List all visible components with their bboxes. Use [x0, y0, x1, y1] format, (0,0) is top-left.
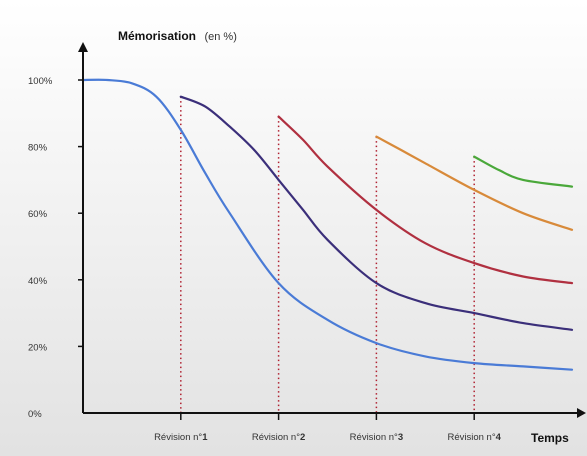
- revision-label-number: 2: [300, 432, 305, 443]
- memory-curve-3: [277, 115, 574, 285]
- revision-ticks: Révision n°1 Révision n°2 Révision n°3 Révi…: [154, 413, 502, 443]
- y-axis-unit: (en %): [204, 31, 236, 43]
- memory-curve-4: [375, 135, 574, 231]
- revision-label-prefix: Révision n°: [154, 432, 202, 443]
- curves-group: [81, 78, 574, 371]
- y-ticks: 0% 20% 40% 60% 80% 100%: [28, 76, 83, 420]
- memory-curve-5: [473, 155, 574, 188]
- y-tick-label: 40%: [28, 276, 48, 287]
- y-tick-label: 20%: [28, 342, 48, 353]
- revision-label-number: 1: [202, 432, 208, 443]
- y-tick-label: 0%: [28, 409, 42, 420]
- x-axis-label: Temps: [531, 431, 569, 445]
- revision-label-prefix: Révision n°: [252, 432, 300, 443]
- y-axis-title: Mémorisation (en %): [118, 27, 237, 44]
- revision-label: Révision n°4: [447, 432, 501, 443]
- y-axis-arrow: [78, 42, 88, 52]
- y-tick-label: 100%: [28, 76, 53, 87]
- revision-label-number: 3: [398, 432, 403, 443]
- revision-label: Révision n°1: [154, 432, 208, 443]
- revision-label: Révision n°2: [252, 432, 305, 443]
- memory-curve-1: [81, 78, 574, 371]
- y-axis-label: Mémorisation: [118, 29, 196, 43]
- revision-label-prefix: Révision n°: [350, 432, 398, 443]
- revision-label-number: 4: [496, 432, 502, 443]
- memory-curve-2: [179, 95, 574, 331]
- x-axis-arrow: [577, 408, 586, 418]
- revision-label: Révision n°3: [350, 432, 403, 443]
- y-tick-label: 80%: [28, 143, 48, 154]
- y-tick-label: 60%: [28, 209, 48, 220]
- revision-guides: [180, 96, 475, 413]
- revision-label-prefix: Révision n°: [447, 432, 495, 443]
